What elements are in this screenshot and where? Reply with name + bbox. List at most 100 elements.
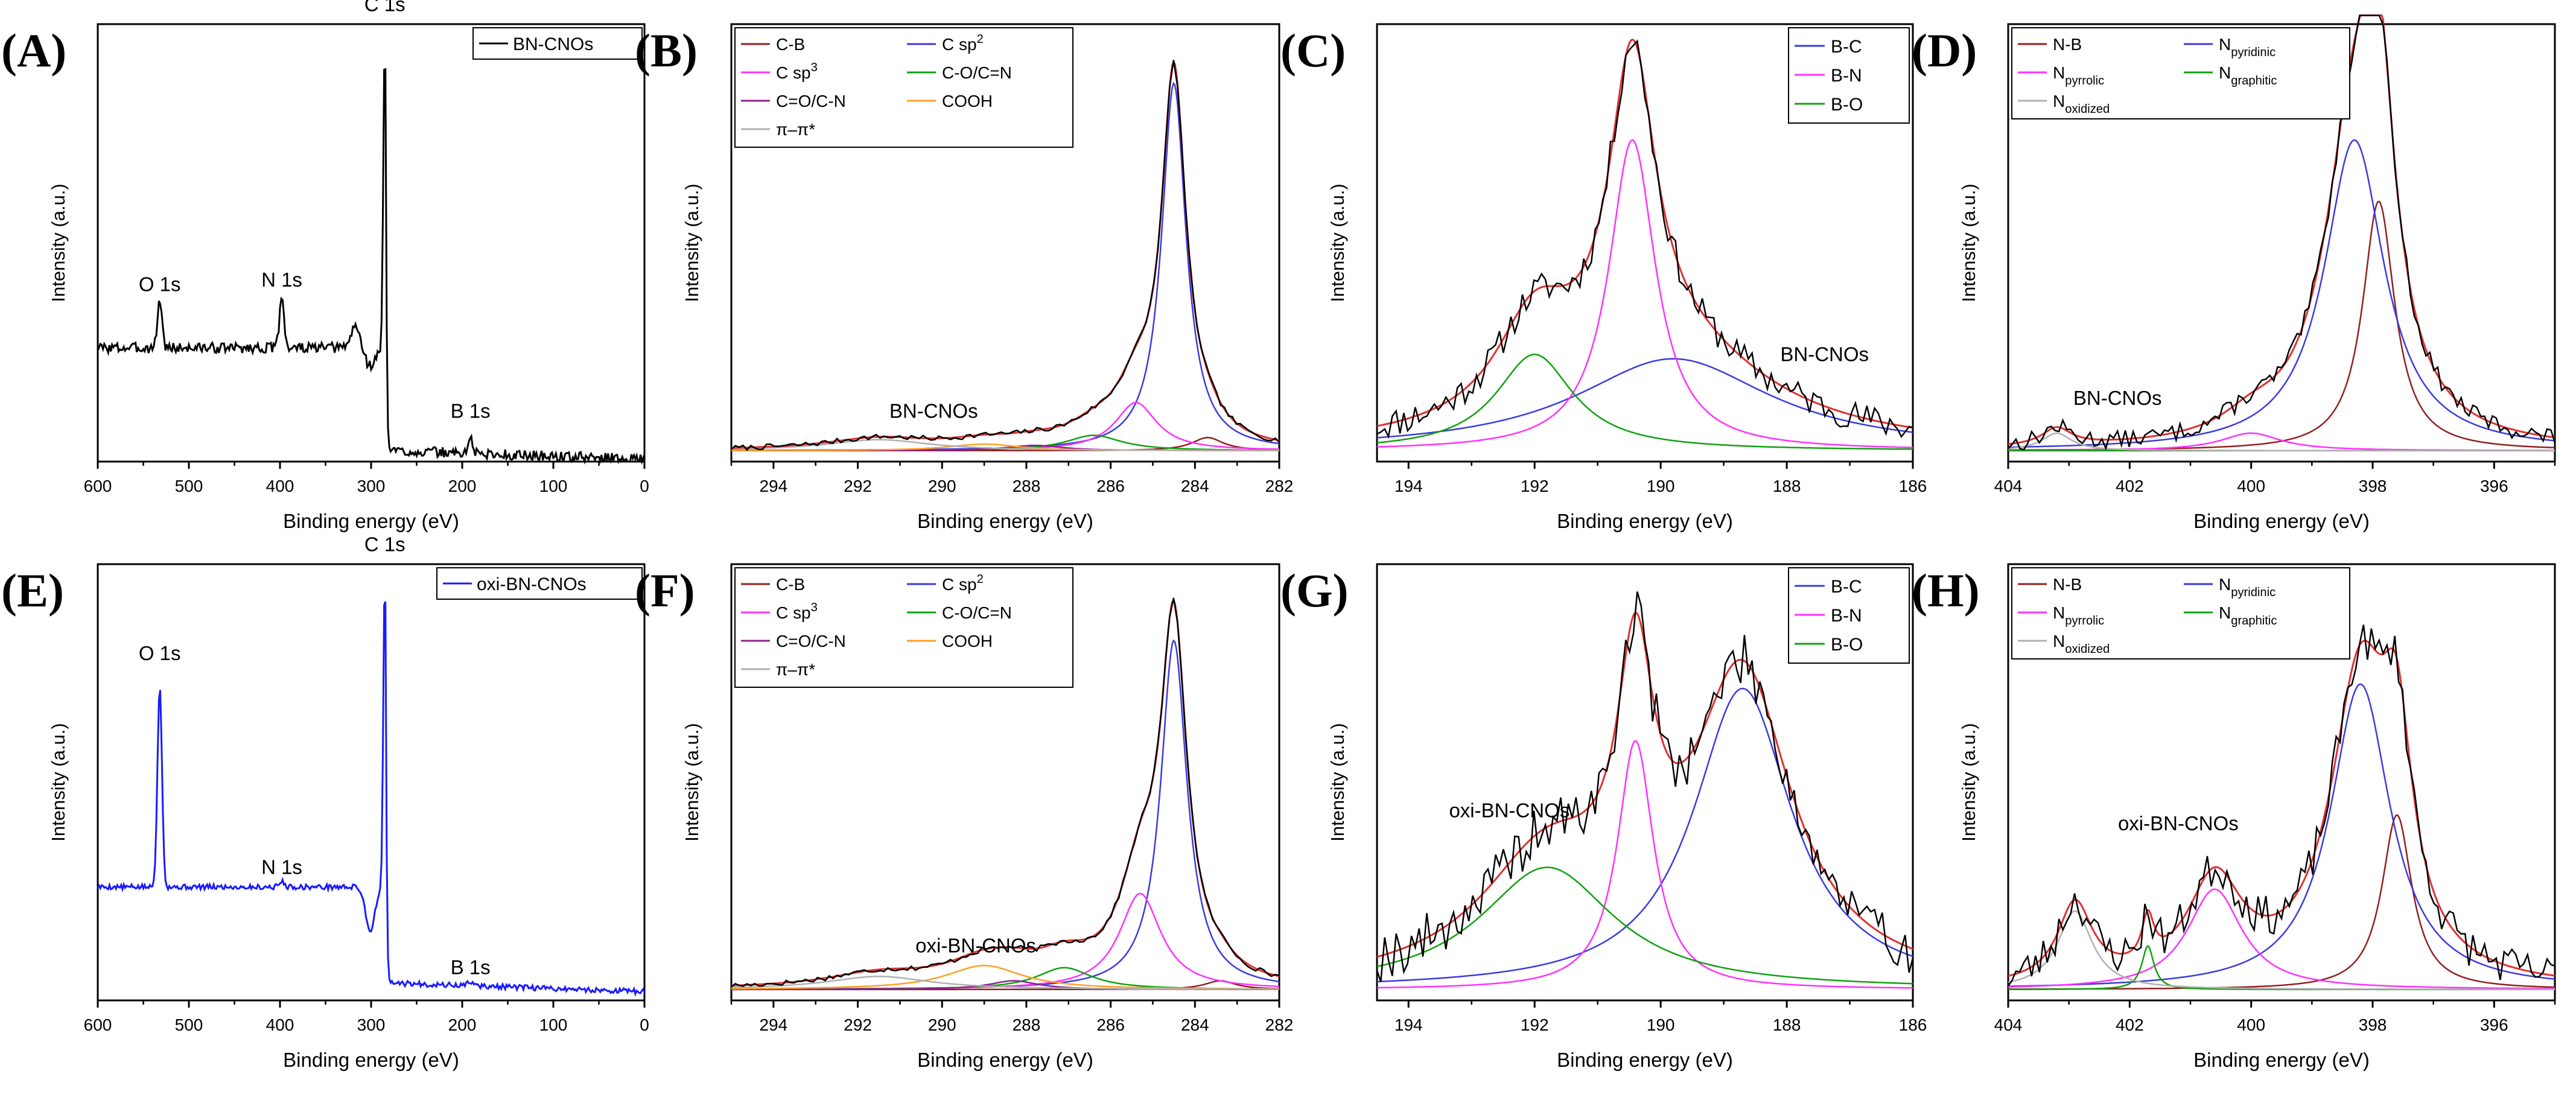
x-tick-label: 400	[2237, 1015, 2265, 1034]
legend-label: B-N	[1831, 606, 1862, 626]
x-tick-label: 194	[1395, 1015, 1423, 1034]
legend-label: oxi-BN-CNOs	[477, 574, 587, 594]
legend-label: COOH	[942, 92, 993, 110]
legend-label: C-O/C=N	[942, 63, 1012, 82]
plot-frame	[97, 23, 646, 463]
legend-label: B-O	[1831, 635, 1863, 655]
plot-area	[1376, 38, 1913, 450]
x-tick-label: 282	[1265, 477, 1294, 495]
x-axis-title: Binding energy (eV)	[2193, 510, 2370, 532]
y-axis-title: Intensity (a.u.)	[681, 183, 702, 302]
panel-label: (F)	[635, 564, 695, 617]
legend: N-B Npyridinic Npyrrolic Ngraphitic Noxidize…	[2011, 27, 2350, 119]
annotation: BN-CNOs	[889, 400, 978, 422]
legend-label: C sp3	[776, 61, 818, 82]
fit-peak-n-b	[2008, 814, 2555, 990]
series-bn-cnos	[97, 68, 646, 465]
legend-label: N-B	[2053, 35, 2082, 54]
x-axis-title: Binding energy (eV)	[1557, 1049, 1733, 1071]
panel-label: (E)	[1, 564, 64, 617]
x-tick-label: 288	[1013, 1015, 1041, 1034]
panel-label: (B)	[635, 24, 698, 77]
x-tick-label: 292	[844, 1015, 872, 1034]
x-tick-label: 300	[357, 477, 386, 495]
panel-h: (H) 404 402 400 398 396 Binding energy (eV) Int…	[1912, 563, 2556, 1071]
fit-peak-n-pyridinic	[2008, 139, 2555, 448]
x-tick-label: 396	[2480, 1015, 2508, 1034]
x-tick-label: 404	[1994, 477, 2023, 495]
panel-label: (C)	[1280, 24, 1346, 77]
panel-label: (D)	[1912, 24, 1977, 77]
plot-frame	[97, 563, 646, 1002]
panel-label: (G)	[1280, 564, 1349, 617]
annotation: BN-CNOs	[1780, 343, 1869, 365]
x-tick-label: 398	[2359, 477, 2387, 495]
series-oxi-bn-cnos	[97, 601, 646, 997]
raw-spectrum	[2008, 14, 2556, 451]
panel-d: (D) 404 402 400 398 396 Binding energy (eV) Int…	[1912, 14, 2556, 532]
x-tick-label: 286	[1096, 477, 1125, 495]
legend-box	[734, 27, 1073, 148]
fit-peak-n-oxidized	[2008, 910, 2555, 990]
y-axis-title: Intensity (a.u.)	[681, 723, 702, 841]
x-tick-label: 192	[1521, 1015, 1549, 1034]
annotation: B 1s	[451, 400, 491, 422]
legend-label: C-B	[776, 35, 805, 54]
x-tick-label: 284	[1181, 1015, 1209, 1034]
fit-envelope	[2008, 640, 2555, 977]
raw-spectrum	[1376, 591, 1914, 982]
plot-frame	[1376, 23, 1914, 463]
x-tick-label: 0	[640, 477, 649, 495]
x-tick-label: 396	[2480, 477, 2508, 495]
legend-label: B-C	[1831, 577, 1862, 597]
plot-frame	[730, 563, 1280, 1002]
legend-label: Noxidized	[2053, 632, 2110, 656]
plot-frame	[1376, 563, 1914, 1002]
legend-label: C=O/C-N	[776, 632, 846, 650]
legend: B-C B-N B-O	[1788, 27, 1910, 124]
raw-spectrum	[731, 597, 1280, 988]
fit-peak-n-pyridinic	[2008, 683, 2555, 987]
x-axis-title: Binding energy (eV)	[283, 1049, 459, 1071]
panel-label: (A)	[1, 24, 66, 77]
plot-frame	[730, 23, 1280, 463]
legend-label: Ngraphitic	[2219, 603, 2277, 628]
legend: BN-CNOs	[472, 27, 643, 60]
x-tick-label: 282	[1265, 1015, 1294, 1034]
x-tick-label: 290	[928, 1015, 956, 1034]
annotation: oxi-BN-CNOs	[915, 934, 1036, 956]
x-tick-label: 294	[759, 477, 787, 495]
y-axis-title: Intensity (a.u.)	[48, 183, 69, 302]
x-tick-label: 100	[539, 1015, 568, 1034]
y-axis-title: Intensity (a.u.)	[1327, 183, 1348, 302]
x-tick-label: 500	[175, 1015, 203, 1034]
x-axis-title: Binding energy (eV)	[1557, 510, 1733, 532]
panel-f: (F) 294 292 290 288 286 284 282 Binding energy (…	[635, 563, 1294, 1071]
x-tick-label: 194	[1395, 477, 1423, 495]
annotation: N 1s	[261, 856, 302, 878]
x-tick-label: 186	[1899, 1015, 1927, 1034]
x-tick-label: 100	[539, 477, 568, 495]
legend-label: C=O/C-N	[776, 92, 846, 110]
fit-peak--	[731, 439, 1279, 451]
panel-g: (G) 194 192 190 188 186 Binding energy (eV) Int…	[1280, 563, 1927, 1071]
legend-label: C sp2	[942, 573, 984, 594]
fit-peak-n-oxidized	[2008, 432, 2555, 452]
legend: C-B C sp2 C sp3 C-O/C=N C=O/C-N COOH π–π*	[734, 567, 1073, 688]
legend-label: C-B	[776, 575, 805, 594]
x-tick-label: 400	[2237, 477, 2265, 495]
x-tick-label: 292	[844, 477, 872, 495]
raw-spectrum	[1376, 39, 1913, 439]
plot-area	[1376, 591, 1914, 989]
annotation: B 1s	[451, 956, 491, 979]
x-tick-label: 402	[2116, 477, 2144, 495]
plot-area	[97, 601, 646, 997]
x-axis-title: Binding energy (eV)	[917, 510, 1093, 532]
annotation: C 1s	[364, 533, 405, 555]
plot-area	[731, 597, 1280, 991]
y-axis-title: Intensity (a.u.)	[48, 723, 69, 841]
annotation: O 1s	[139, 273, 181, 295]
legend-label: Npyridinic	[2219, 35, 2275, 59]
